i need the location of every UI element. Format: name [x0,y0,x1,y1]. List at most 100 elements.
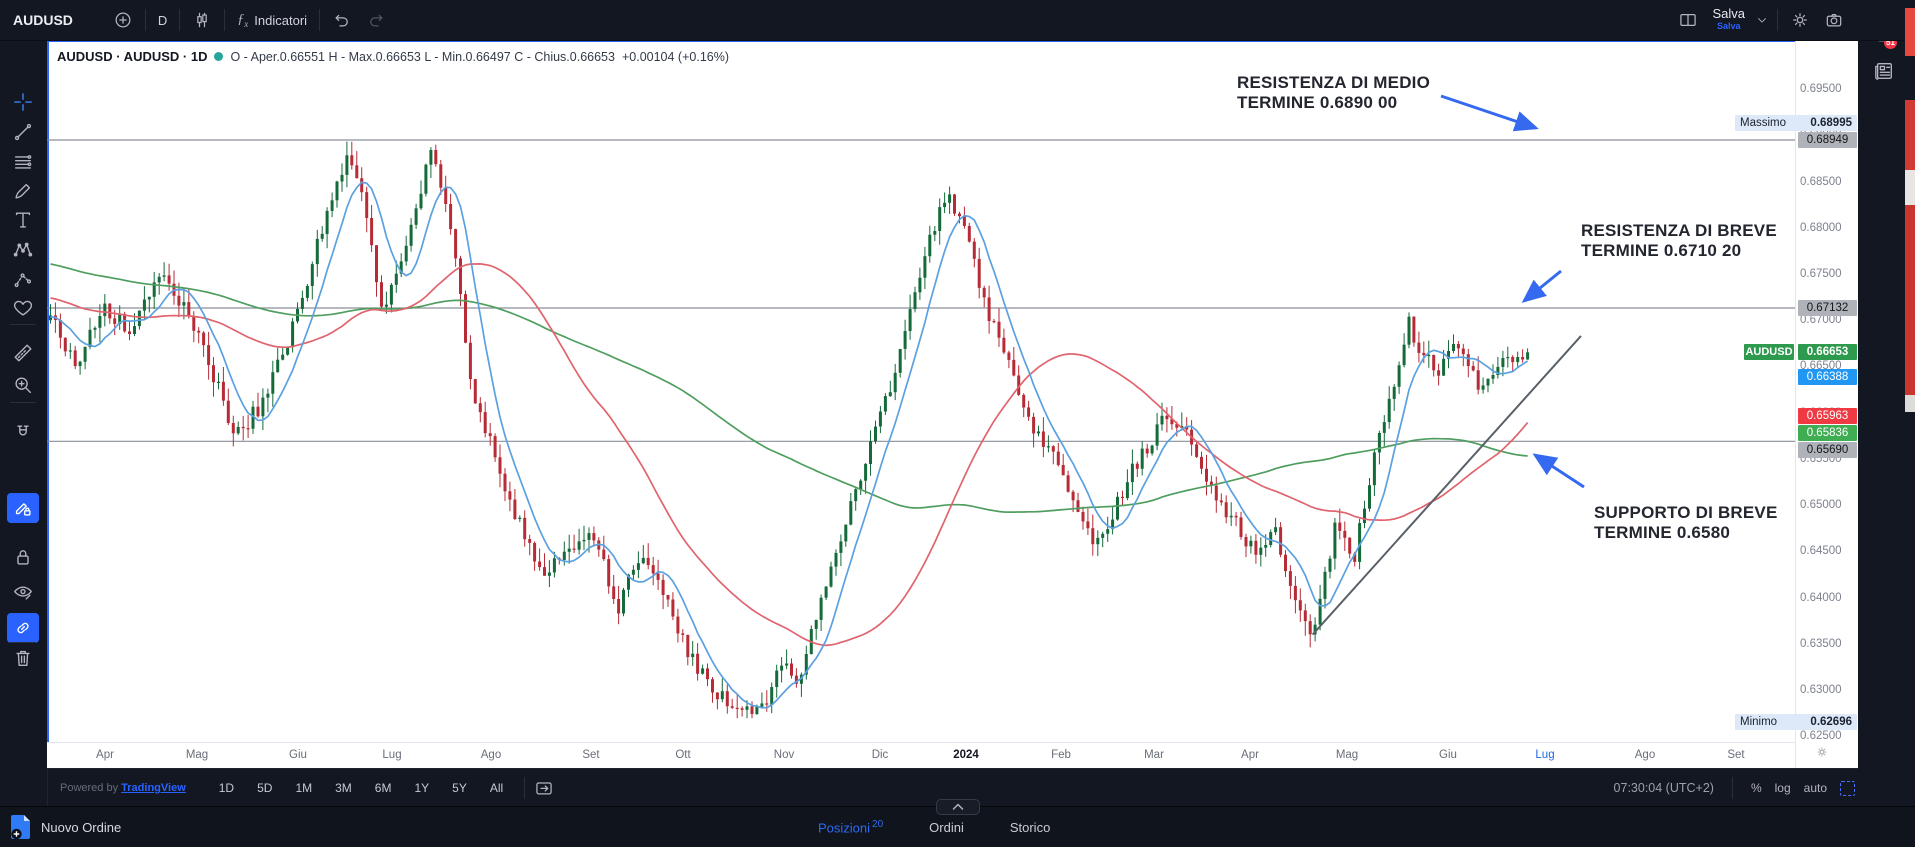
chevron-down-icon [1758,18,1766,23]
percent-scale-button[interactable]: % [1750,781,1762,795]
divider [47,768,48,806]
tab-posizioni[interactable]: Posizioni 20 [818,818,884,836]
symbol-button[interactable]: AUDUSD [6,5,80,35]
price-tick: 0.63000 [1800,684,1842,696]
level-price-badge: 0.67132 [1798,300,1857,316]
link-icon [17,622,29,634]
month-label: 2024 [953,749,979,761]
save-menu-button[interactable] [1752,5,1772,35]
pattern-tool-button[interactable] [8,236,38,264]
level-price-badge: 0.65690 [1798,442,1857,458]
new-order-button[interactable]: Nuovo Ordine [9,807,121,847]
interval-label: D [157,12,168,28]
magnet-mode-button[interactable] [8,419,38,447]
clock[interactable]: 07:30:04 (UTC+2) [1613,781,1714,795]
marker-label: Minimo [1740,716,1778,728]
brush-tool-button[interactable] [8,177,38,205]
undo-button[interactable] [325,5,359,35]
redo-button[interactable] [359,5,393,35]
measure-tool-button[interactable] [8,339,38,367]
annotation-text[interactable]: RESISTENZA DI BREVE TERMINE 0.6710 20 [1581,221,1777,260]
trash-icon [16,650,30,667]
tradingview-link[interactable]: TradingView [121,782,186,794]
forecast-tool-button[interactable] [8,266,38,294]
camera-icon [1826,13,1842,27]
emoji-tool-button[interactable] [8,294,38,322]
month-label: Lug [382,749,402,761]
price-tick: 0.67500 [1800,268,1842,280]
multichart-layout-icon [1680,13,1697,27]
indicators-button[interactable]: ƒx Indicatori [230,5,314,35]
legend-symbol-title[interactable]: AUDUSD · AUDUSD · 1D [57,49,208,64]
remove-drawings-button[interactable] [8,644,38,672]
undo-icon [335,14,348,27]
range-button-6m[interactable]: 6M [374,781,392,795]
interval-button[interactable]: D [151,5,174,35]
price-tick: 0.67000 [1800,314,1842,326]
save-label: Salva [1712,6,1745,21]
redo-icon [370,14,383,27]
chart-style-button[interactable] [185,5,219,35]
month-label: Ago [1634,749,1656,761]
range-button-1d[interactable]: 1D [218,781,235,795]
save-button[interactable]: Salva Salva [1705,5,1752,35]
chart-pane[interactable]: AUDUSD · AUDUSD · 1D O - Aper.0.66551 H … [47,40,1859,769]
trend-line-tool-button[interactable] [8,118,38,146]
toolbar-divider [10,324,36,325]
magnet-icon [17,425,29,436]
price-tick: 0.69500 [1800,83,1842,95]
lock-drawings-button[interactable] [8,543,38,571]
ma-price-badge: 0.66388 [1798,369,1857,385]
layout-select-button[interactable] [1671,5,1705,35]
top-toolbar: AUDUSD D ƒx Indicatori Salva [0,0,1915,41]
range-button-5y[interactable]: 5Y [452,781,467,795]
annotation-text[interactable]: SUPPORTO DI BREVE TERMINE 0.6580 [1594,503,1778,542]
range-button-1y[interactable]: 1Y [414,781,430,795]
hide-drawings-button[interactable] [8,578,38,606]
legend-ohlc-values: O - Aper.0.66551 H - Max.0.66653 L - Min… [230,49,615,64]
price-plot[interactable] [47,40,1795,742]
divider [1731,777,1733,799]
tab-ordini[interactable]: Ordini [929,819,964,835]
month-label: Giu [289,749,307,761]
compare-add-button[interactable] [106,5,140,35]
range-button-3m[interactable]: 3M [335,781,352,795]
range-button-all[interactable]: All [489,781,504,795]
annotation-text[interactable]: RESISTENZA DI MEDIO TERMINE 0.6890 00 [1237,73,1430,112]
timezone-gear-icon[interactable] [1815,745,1829,759]
zoom-in-tool-button[interactable] [8,371,38,399]
fullscreen-icon[interactable] [1840,780,1855,796]
log-scale-button[interactable]: log [1774,781,1791,795]
month-label: Giu [1439,749,1457,761]
price-tick: 0.62500 [1800,730,1842,742]
auto-scale-button[interactable]: auto [1803,781,1827,795]
range-button-5d[interactable]: 5D [257,781,273,795]
heart-icon [13,300,33,316]
news-button[interactable] [1873,61,1895,86]
newspaper-icon [1875,63,1892,80]
price-tick: 0.63500 [1800,638,1842,650]
panel-expand-handle[interactable] [936,799,980,815]
crosshair-tool-button[interactable] [8,88,38,116]
month-label: Lug [1535,749,1555,761]
price-axis[interactable] [1795,40,1859,768]
text-tool-button[interactable] [8,206,38,234]
ruler-icon [14,344,32,362]
settings-button[interactable] [1783,5,1817,35]
sync-drawings-button[interactable] [7,613,39,643]
symbol-price-label: AUDUSD [1744,344,1794,360]
tab-storico[interactable]: Storico [1009,819,1051,835]
chart-bottom-toolbar: Powered by TradingView 1D 5D 1M 3M 6M 1Y 5Y All… [47,768,1915,807]
fib-retracement-tool-button[interactable] [8,148,38,176]
xabcd-pattern-icon [13,242,33,257]
annotation-line: TERMINE 0.6890 00 [1237,92,1398,112]
range-button-1m[interactable]: 1M [295,781,313,795]
divider [224,9,226,31]
annotation-line: TERMINE 0.6580 [1594,522,1731,542]
snapshot-button[interactable] [1817,5,1851,35]
time-axis[interactable]: Apr Mag Giu Lug Ago Set Ott Nov Dic 2024 Feb Mar Apr… [47,742,1795,769]
marker-label: Massimo [1740,117,1787,129]
new-order-icon [11,814,30,839]
go-to-date-button[interactable] [530,773,558,803]
drawing-mode-button[interactable] [7,493,39,523]
